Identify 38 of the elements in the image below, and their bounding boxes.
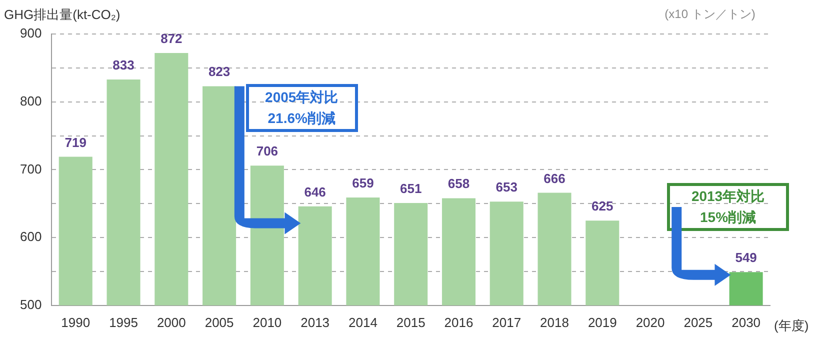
annotation: 2005年対比 21.6%削減 bbox=[246, 84, 358, 132]
data-label: 651 bbox=[400, 180, 422, 196]
x-tick-label: 2014 bbox=[348, 314, 378, 330]
y-tick-label: 500 bbox=[20, 296, 42, 312]
x-tick-label: 2013 bbox=[300, 314, 330, 330]
x-tick-label: 2017 bbox=[492, 314, 522, 330]
x-tick-label: 1990 bbox=[61, 314, 90, 330]
data-label: 833 bbox=[112, 57, 134, 72]
x-tick-label: 2000 bbox=[156, 314, 186, 330]
data-label: 666 bbox=[544, 170, 566, 186]
x-tick-label: 2019 bbox=[588, 314, 617, 330]
x-tick-label: 2015 bbox=[396, 314, 426, 330]
x-tick-label: 2016 bbox=[444, 314, 474, 330]
data-label: 659 bbox=[352, 176, 374, 191]
data-label: 719 bbox=[64, 134, 86, 150]
data-label: 625 bbox=[592, 198, 614, 214]
data-label: 872 bbox=[160, 31, 182, 46]
y-axis-title: GHG排出量(kt-CO₂) bbox=[4, 6, 120, 24]
x-tick-label: 2005 bbox=[204, 314, 234, 330]
data-label: 646 bbox=[304, 184, 326, 200]
data-label: 549 bbox=[735, 250, 757, 266]
x-axis-title: (年度) bbox=[774, 317, 809, 336]
y-tick-label: 800 bbox=[20, 93, 42, 108]
x-tick-label: 1995 bbox=[109, 314, 138, 330]
data-label: 653 bbox=[496, 180, 518, 195]
x-tick-label: 2010 bbox=[252, 314, 282, 330]
y-tick-label: 700 bbox=[20, 161, 42, 176]
y-tick-label: 600 bbox=[20, 229, 42, 244]
text: (x10 トン／トン) bbox=[664, 6, 756, 22]
x-tick-label: 2018 bbox=[540, 314, 569, 330]
annotation: 2013年対比 15%削減 bbox=[667, 182, 790, 231]
data-label: 658 bbox=[448, 176, 470, 192]
data-label: 823 bbox=[208, 64, 230, 80]
x-tick-label: 2030 bbox=[732, 314, 761, 330]
x-tick-label: 2020 bbox=[636, 314, 665, 330]
data-label: 706 bbox=[256, 144, 278, 159]
x-tick-label: 2025 bbox=[684, 314, 713, 330]
y-tick-label: 900 bbox=[20, 26, 42, 41]
